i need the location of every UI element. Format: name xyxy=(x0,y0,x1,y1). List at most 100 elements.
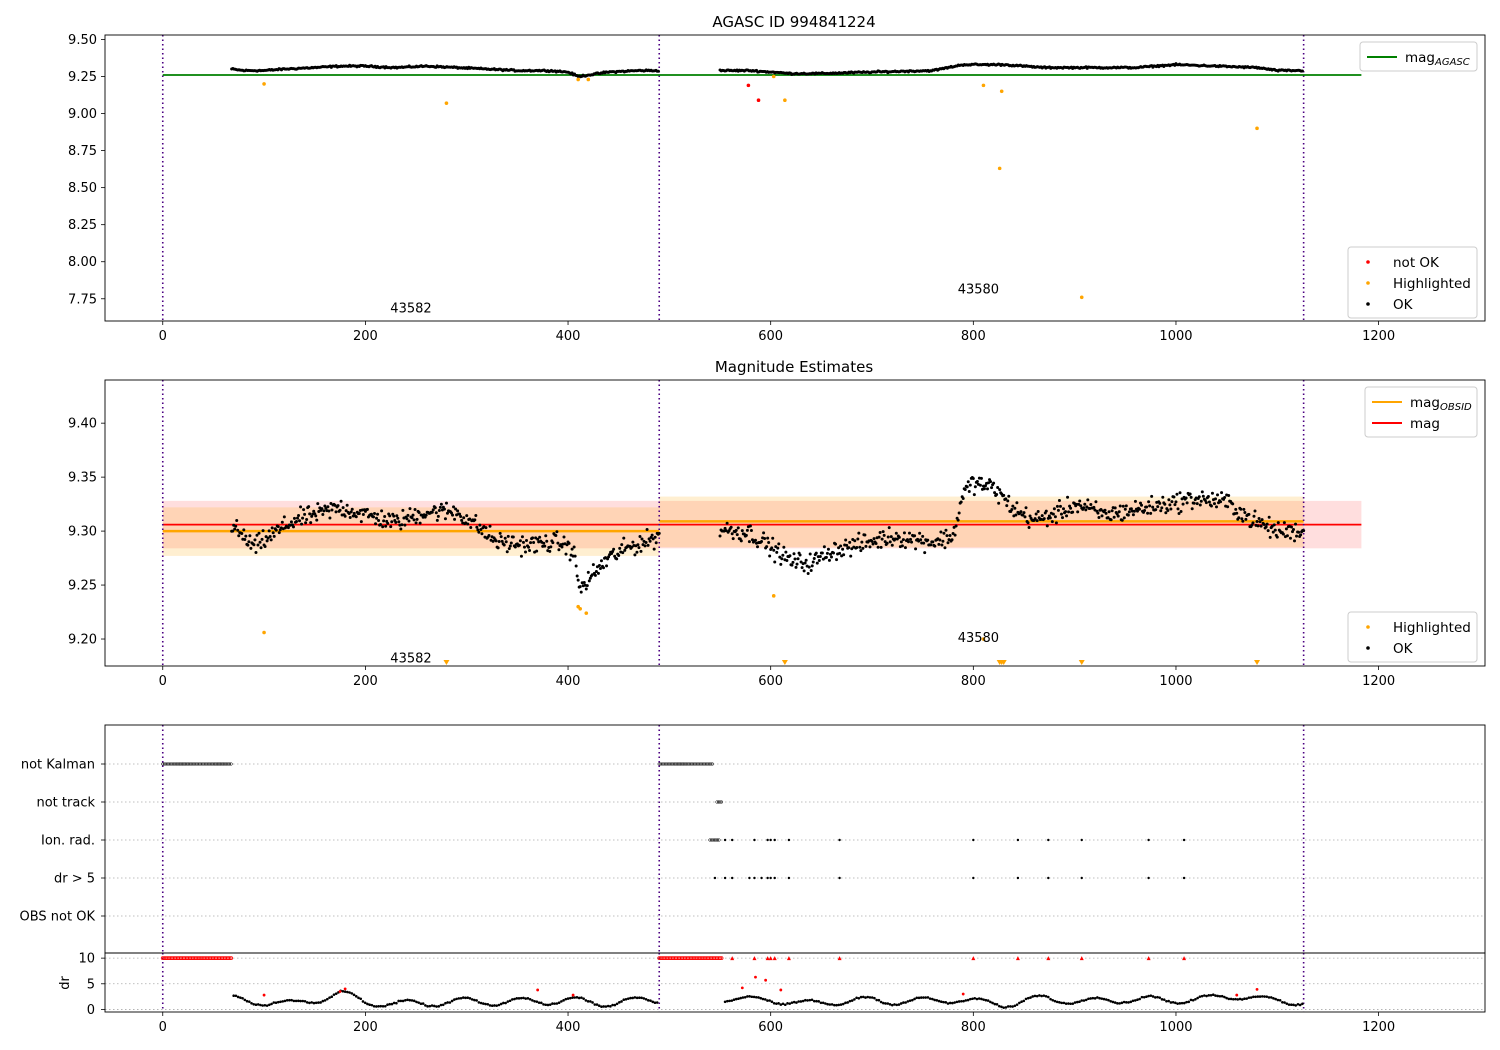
dr-point xyxy=(283,999,287,1003)
mag-highlighted-point xyxy=(771,594,776,598)
mag-ok-point xyxy=(858,545,862,549)
dr-point xyxy=(799,1000,803,1003)
mag-ok-point xyxy=(1089,503,1093,507)
mag-ok-point xyxy=(940,543,944,547)
dr-point xyxy=(1004,1006,1008,1009)
flags-flag-point xyxy=(680,762,684,766)
mag-ok-point xyxy=(794,565,798,569)
mag-ok-point xyxy=(520,535,524,539)
mag-ok-point xyxy=(1276,521,1280,525)
mag-ok-point xyxy=(506,534,510,538)
agasc-highlighted-point xyxy=(576,77,580,82)
mag-ok-point xyxy=(477,530,481,534)
mag-ok-point xyxy=(405,517,409,521)
mag-ok-point xyxy=(399,527,403,531)
dr-point xyxy=(1078,1000,1081,1004)
dr-point xyxy=(761,997,765,1001)
mag-ok-point xyxy=(744,533,748,537)
mag-ok-point xyxy=(919,538,923,542)
dr-point xyxy=(593,1003,597,1006)
mag-ok-point xyxy=(1235,511,1239,515)
mag-ok-point xyxy=(1127,510,1131,514)
mag-ok-point xyxy=(864,544,868,548)
dr-point xyxy=(383,1004,387,1008)
dr-point xyxy=(1116,1002,1119,1005)
dr-xtick-label: 800 xyxy=(961,1020,986,1035)
flags-flag-point xyxy=(686,762,690,766)
dr-point xyxy=(1176,1002,1179,1005)
mag-ok-point xyxy=(1204,501,1208,505)
dr-point xyxy=(942,1000,945,1004)
mag-ok-point xyxy=(574,564,578,568)
dr-point xyxy=(1178,1002,1182,1005)
mag-ok-point xyxy=(256,543,260,547)
mag-ok-point xyxy=(1158,501,1162,505)
dr-point xyxy=(495,1004,499,1007)
mag-ok-point xyxy=(802,569,806,573)
mag-ok-point xyxy=(231,529,235,533)
mag-ok-point xyxy=(1247,512,1251,516)
mag-ok-point xyxy=(270,526,274,530)
dr-point xyxy=(1067,1002,1070,1005)
dr-point xyxy=(1136,998,1139,1001)
dr-point xyxy=(1289,1003,1293,1007)
mag-ok-point xyxy=(587,579,591,583)
mag-ok-point xyxy=(350,507,354,511)
mag-ok-point xyxy=(307,505,311,509)
mag-ok-point xyxy=(945,534,949,538)
agasc-obsid-label: 43582 xyxy=(390,302,431,317)
flags-flag-point xyxy=(665,762,669,766)
mag-ok-point xyxy=(418,521,422,525)
mag-ok-point xyxy=(635,550,639,554)
dr-point xyxy=(922,996,925,999)
dr-point xyxy=(245,999,249,1003)
dr-point xyxy=(268,1003,271,1007)
dr-point xyxy=(417,1001,420,1004)
mag-ok-point xyxy=(253,538,257,542)
mag-ok-point xyxy=(883,540,887,544)
dr-point xyxy=(783,1003,787,1007)
mag-ok-point xyxy=(978,483,982,487)
agasc-xtick-label: 800 xyxy=(961,329,986,344)
dr-point xyxy=(490,1004,494,1008)
dr-point xyxy=(437,1005,441,1008)
mag-ok-point xyxy=(1145,505,1149,509)
mag-ok-point xyxy=(1289,525,1293,529)
dr-point xyxy=(477,1001,481,1004)
flags-flag-point xyxy=(719,800,724,804)
mag-ok-point xyxy=(1200,490,1204,494)
mag-ok-point xyxy=(1266,529,1270,533)
mag-ok-point xyxy=(1054,521,1058,525)
dr-point xyxy=(1129,1000,1133,1004)
dr-point xyxy=(962,999,965,1003)
mag-ok-point xyxy=(1024,506,1028,510)
mag-ok-point xyxy=(1004,497,1008,501)
dr-point xyxy=(1167,999,1170,1003)
dr-red-point xyxy=(779,988,783,992)
mag-ok-point xyxy=(582,581,586,585)
mag-ok-point xyxy=(1006,499,1010,503)
dr-point xyxy=(980,997,983,1001)
mag-ok-point xyxy=(1281,532,1285,536)
mag-ok-point xyxy=(572,545,576,549)
mag-ok-point xyxy=(990,486,994,490)
mag-ok-point xyxy=(454,507,458,511)
mag-ok-point xyxy=(388,514,392,518)
flags-flag-point xyxy=(662,762,666,766)
mag-ok-point xyxy=(556,541,560,545)
mag-ok-point xyxy=(511,535,515,539)
agasc-legend-label: Highlighted xyxy=(1393,276,1471,292)
mag-ok-point xyxy=(1177,512,1181,516)
mag-ok-point xyxy=(513,545,517,549)
mag-ok-point xyxy=(718,534,722,538)
dr-point xyxy=(897,1003,901,1006)
dr-point xyxy=(957,1000,961,1003)
dr-point xyxy=(646,999,650,1002)
mag-ok-point xyxy=(909,537,913,541)
dr-point xyxy=(750,995,754,999)
flags-panel: not Kalman not track Ion. rad. dr > 5 OBS no… xyxy=(20,724,1486,954)
mag-ok-point xyxy=(870,539,874,543)
flags-flag-point xyxy=(208,762,212,766)
mag-ok-point xyxy=(412,518,416,522)
mag-ok-point xyxy=(266,536,270,540)
